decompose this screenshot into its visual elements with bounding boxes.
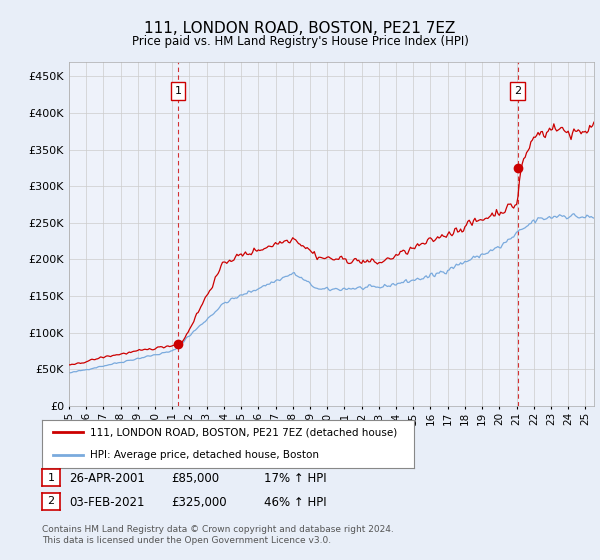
Text: 2: 2 xyxy=(514,86,521,96)
Text: £325,000: £325,000 xyxy=(171,496,227,509)
Text: HPI: Average price, detached house, Boston: HPI: Average price, detached house, Bost… xyxy=(91,450,319,460)
Text: 1: 1 xyxy=(47,473,55,483)
Text: £85,000: £85,000 xyxy=(171,472,219,486)
Text: Contains HM Land Registry data © Crown copyright and database right 2024.
This d: Contains HM Land Registry data © Crown c… xyxy=(42,525,394,545)
Text: Price paid vs. HM Land Registry's House Price Index (HPI): Price paid vs. HM Land Registry's House … xyxy=(131,35,469,48)
Text: 1: 1 xyxy=(175,86,181,96)
Text: 111, LONDON ROAD, BOSTON, PE21 7EZ (detached house): 111, LONDON ROAD, BOSTON, PE21 7EZ (deta… xyxy=(91,427,398,437)
Text: 26-APR-2001: 26-APR-2001 xyxy=(69,472,145,486)
Text: 2: 2 xyxy=(47,496,55,506)
Text: 03-FEB-2021: 03-FEB-2021 xyxy=(69,496,145,509)
Text: 111, LONDON ROAD, BOSTON, PE21 7EZ: 111, LONDON ROAD, BOSTON, PE21 7EZ xyxy=(145,21,455,36)
Text: 17% ↑ HPI: 17% ↑ HPI xyxy=(264,472,326,486)
Text: 46% ↑ HPI: 46% ↑ HPI xyxy=(264,496,326,509)
